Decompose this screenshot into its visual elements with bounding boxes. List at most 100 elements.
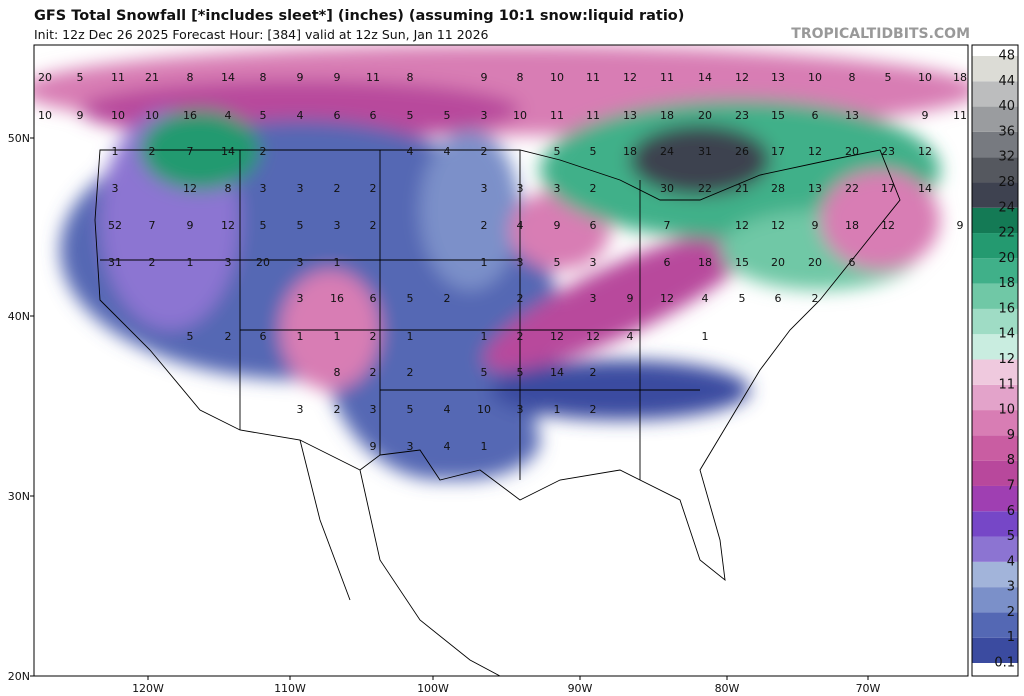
- snow-amount: 4: [627, 330, 634, 343]
- snow-amount: 18: [698, 256, 712, 269]
- snow-amount: 3: [297, 182, 304, 195]
- lon-label: 80W: [715, 682, 740, 695]
- colorbar-label: 10: [998, 403, 1015, 418]
- snow-amount: 10: [550, 71, 564, 84]
- snow-amount: 6: [812, 109, 819, 122]
- snow-amount: 18: [953, 71, 967, 84]
- snow-amount: 4: [444, 145, 451, 158]
- snow-amount: 9: [187, 219, 194, 232]
- snow-amount: 12: [808, 145, 822, 158]
- snow-amount: 16: [330, 292, 344, 305]
- colorbar-frame: [971, 44, 1019, 677]
- snow-amount: 6: [370, 292, 377, 305]
- snow-amount: 2: [225, 330, 232, 343]
- watermark: TROPICALTIDBITS.COM: [791, 26, 970, 42]
- snow-amount: 4: [407, 145, 414, 158]
- colorbar: 0.11234567891011121416182022242832364044…: [971, 44, 1019, 677]
- snow-amount: 11: [586, 109, 600, 122]
- snow-amount: 31: [108, 256, 122, 269]
- snow-amount: 11: [953, 109, 967, 122]
- snow-amount: 17: [771, 145, 785, 158]
- snow-amount: 9: [297, 71, 304, 84]
- snow-amount: 12: [771, 219, 785, 232]
- lon-label: 120W: [132, 682, 164, 695]
- snow-amount: 3: [260, 182, 267, 195]
- snow-amount: 5: [260, 109, 267, 122]
- colorbar-label: 11: [998, 377, 1015, 392]
- boundaries: [94, 149, 901, 676]
- snow-amount: 20: [845, 145, 859, 158]
- snow-amount: 12: [735, 219, 749, 232]
- snow-amount: 3: [517, 256, 524, 269]
- snow-amount: 1: [334, 256, 341, 269]
- colorbar-label: 2: [1007, 605, 1015, 620]
- snow-amount: 2: [590, 403, 597, 416]
- snow-amount: 5: [444, 109, 451, 122]
- snow-amount: 5: [554, 256, 561, 269]
- snow-amount: 5: [260, 219, 267, 232]
- colorbar-label: 48: [998, 49, 1015, 64]
- snow-amount: 1: [407, 330, 414, 343]
- colorbar-label: 36: [998, 124, 1015, 139]
- snow-amount: 5: [739, 292, 746, 305]
- snow-amount: 10: [111, 109, 125, 122]
- snow-amount: 6: [775, 292, 782, 305]
- snow-field: [34, 45, 968, 480]
- snow-amount: 4: [444, 403, 451, 416]
- snow-amount: 3: [407, 440, 414, 453]
- snow-amount: 2: [149, 145, 156, 158]
- snow-amount: 31: [698, 145, 712, 158]
- snow-amount: 6: [334, 109, 341, 122]
- snow-amount: 4: [444, 440, 451, 453]
- snow-amount: 5: [187, 330, 194, 343]
- snow-amount: 2: [407, 366, 414, 379]
- snow-amount: 7: [664, 219, 671, 232]
- snow-amount: 10: [145, 109, 159, 122]
- snow-amount: 5: [481, 366, 488, 379]
- colorbar-label: 22: [998, 226, 1015, 241]
- colorbar-label: 14: [998, 327, 1015, 342]
- snow-amount: 2: [370, 219, 377, 232]
- colorbar-swatch: [972, 511, 1018, 537]
- snow-amount: 11: [366, 71, 380, 84]
- snow-amount: 15: [735, 256, 749, 269]
- snow-amount: 13: [623, 109, 637, 122]
- lon-label: 70W: [856, 682, 881, 695]
- snow-amount: 9: [77, 109, 84, 122]
- snow-amount: 10: [38, 109, 52, 122]
- snow-amount: 5: [407, 109, 414, 122]
- snow-amount: 8: [849, 71, 856, 84]
- colorbar-swatch: [972, 637, 1018, 663]
- snow-amount: 21: [145, 71, 159, 84]
- snow-amount: 30: [660, 182, 674, 195]
- snow-amount: 2: [590, 366, 597, 379]
- snow-amount: 5: [407, 292, 414, 305]
- snow-amount: 14: [918, 182, 932, 195]
- colorbar-swatch: [972, 283, 1018, 309]
- snow-amount: 3: [590, 256, 597, 269]
- snow-amount: 12: [660, 292, 674, 305]
- snow-amount: 7: [187, 145, 194, 158]
- snow-amount: 6: [664, 256, 671, 269]
- snow-amount: 9: [627, 292, 634, 305]
- colorbar-swatch: [972, 435, 1018, 461]
- colorbar-label: 7: [1007, 478, 1015, 493]
- snow-amount: 2: [149, 256, 156, 269]
- snow-amount: 3: [481, 109, 488, 122]
- snow-amount: 2: [590, 182, 597, 195]
- snow-amount: 18: [845, 219, 859, 232]
- colorbar-label: 9: [1007, 428, 1015, 443]
- colorbar-swatch: [972, 485, 1018, 512]
- map-frame: [33, 44, 969, 677]
- snow-amount: 1: [297, 330, 304, 343]
- snow-amount: 2: [481, 145, 488, 158]
- snow-amount: 3: [297, 292, 304, 305]
- snow-amount: 2: [334, 182, 341, 195]
- colorbar-swatch: [972, 56, 1018, 82]
- snow-amount: 14: [550, 366, 564, 379]
- snow-amount: 1: [481, 440, 488, 453]
- snow-amount: 20: [771, 256, 785, 269]
- snow-amount: 14: [221, 71, 235, 84]
- snow-amount: 1: [112, 145, 119, 158]
